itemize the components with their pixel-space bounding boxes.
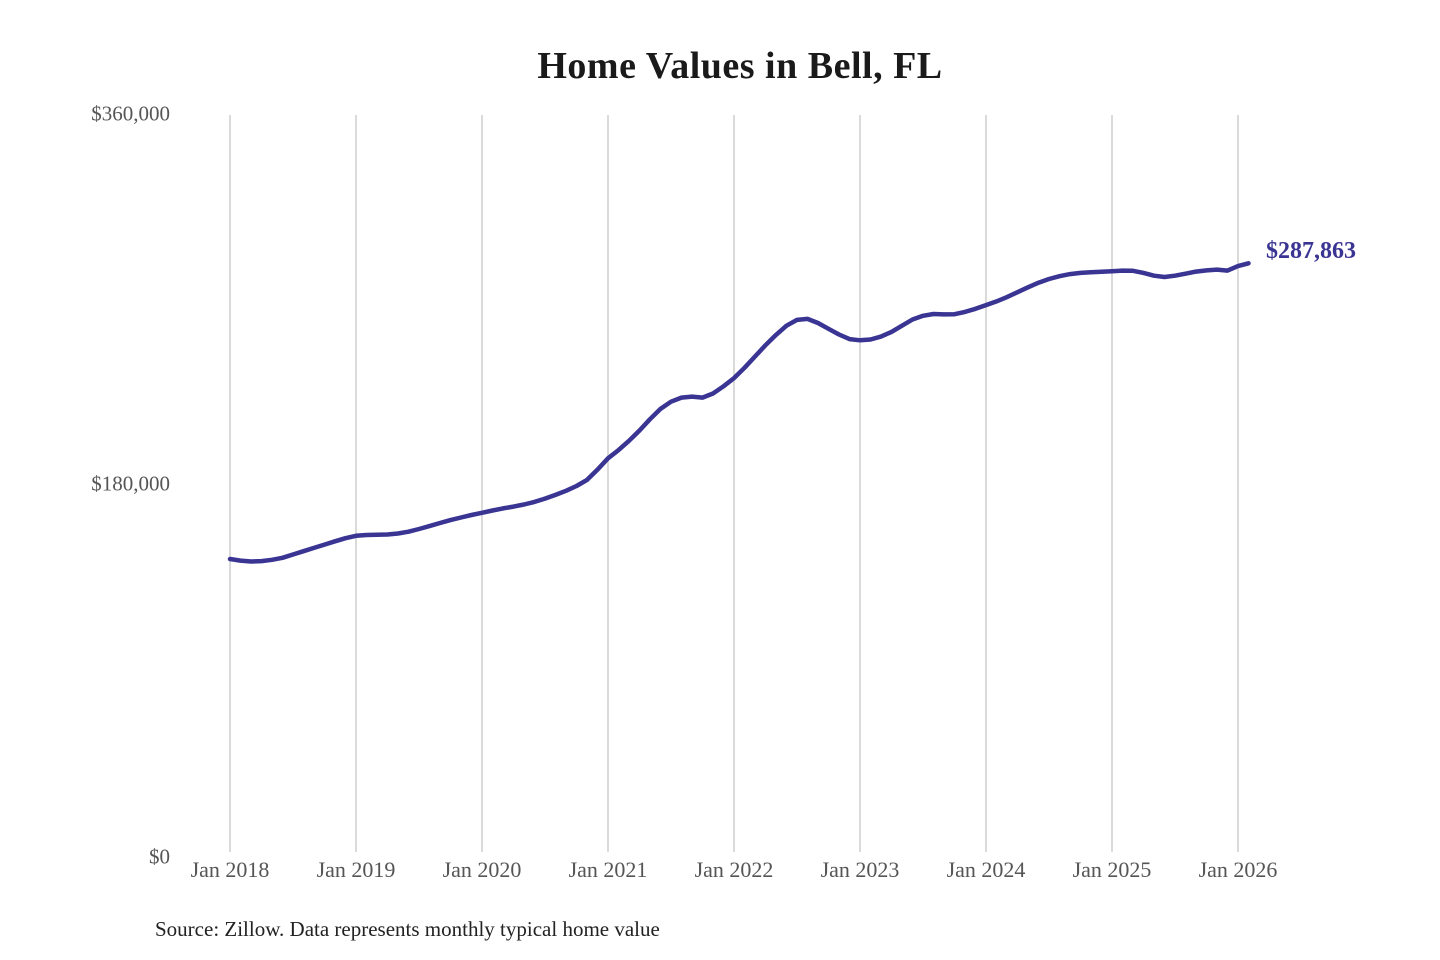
x-tick-label: Jan 2025 <box>1072 857 1152 882</box>
x-tick-label: Jan 2022 <box>694 857 774 882</box>
home-value-line <box>227 261 1251 564</box>
chart-title: Home Values in Bell, FL <box>537 45 943 87</box>
x-tick-label: Jan 2021 <box>568 857 648 882</box>
x-tick-label: Jan 2020 <box>442 857 522 882</box>
y-tick-label: $180,000 <box>91 471 170 496</box>
y-tick-label: $360,000 <box>91 101 170 126</box>
x-tick-label: Jan 2018 <box>190 857 270 882</box>
latest-value-label: $287,863 <box>1266 238 1356 264</box>
x-tick-label: Jan 2024 <box>946 857 1026 882</box>
x-tick-label: Jan 2023 <box>820 857 900 882</box>
source-note: Source: Zillow. Data represents monthly … <box>155 917 660 941</box>
y-tick-label: $0 <box>149 844 170 869</box>
x-tick-label: Jan 2026 <box>1198 857 1278 882</box>
x-tick-label: Jan 2019 <box>316 857 396 882</box>
